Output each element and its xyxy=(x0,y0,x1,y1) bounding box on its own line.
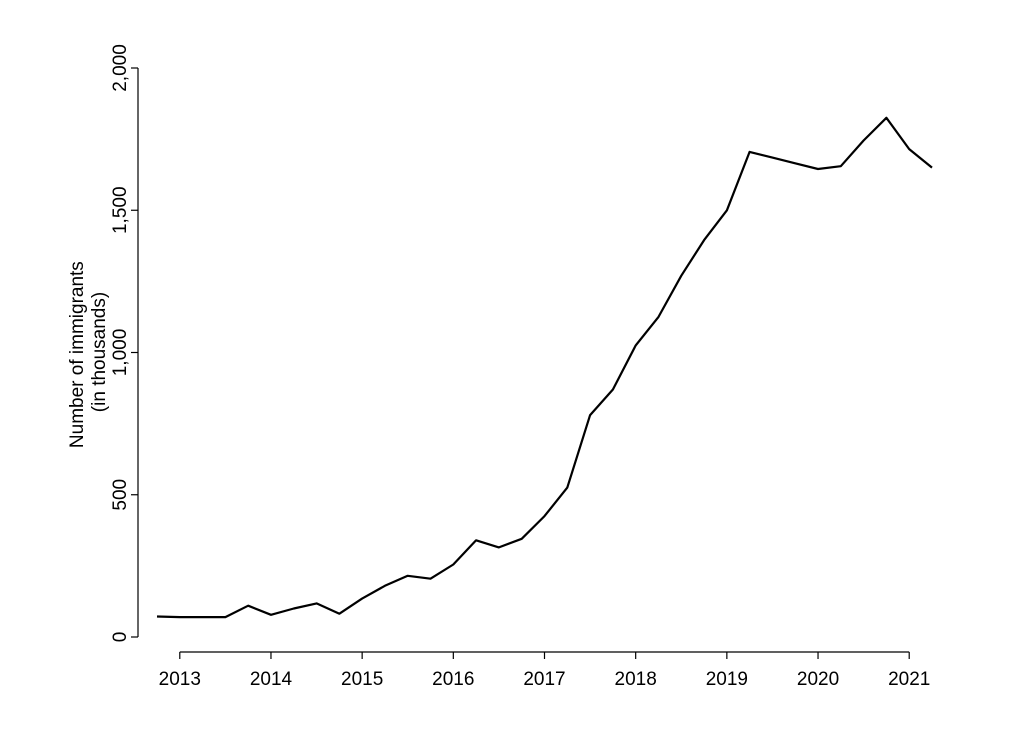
x-tick-label: 2019 xyxy=(706,669,748,690)
y-tick-label: 1,000 xyxy=(110,329,131,377)
x-tick-label: 2018 xyxy=(615,669,657,690)
x-tick-label: 2021 xyxy=(888,669,930,690)
y-axis-title-line-1: Number of immigrants xyxy=(67,261,88,448)
x-tick-label: 2014 xyxy=(250,669,293,690)
series-line xyxy=(156,116,933,619)
x-tick-label: 2020 xyxy=(797,669,839,690)
x-tick-label: 2017 xyxy=(523,669,565,690)
x-tick-label: 2016 xyxy=(432,669,474,690)
x-tick-label: 2015 xyxy=(341,669,383,690)
y-tick-label: 500 xyxy=(110,479,131,511)
y-tick-label: 1,500 xyxy=(110,186,131,234)
plot-area xyxy=(156,116,933,619)
y-axis: 0 500 1,000 1,500 2,000 Number of immigrants… xyxy=(67,44,139,643)
y-axis-title: Number of immigrants (in thousands) xyxy=(67,256,110,448)
x-tick-label: 2013 xyxy=(159,669,201,690)
y-axis-title-line-2: (in thousands) xyxy=(89,292,110,412)
x-axis: 2013 2014 2015 2016 2017 2018 2019 2020 2021 xyxy=(159,651,930,690)
y-tick-label: 2,000 xyxy=(110,44,131,92)
y-tick-label: 0 xyxy=(110,632,131,643)
